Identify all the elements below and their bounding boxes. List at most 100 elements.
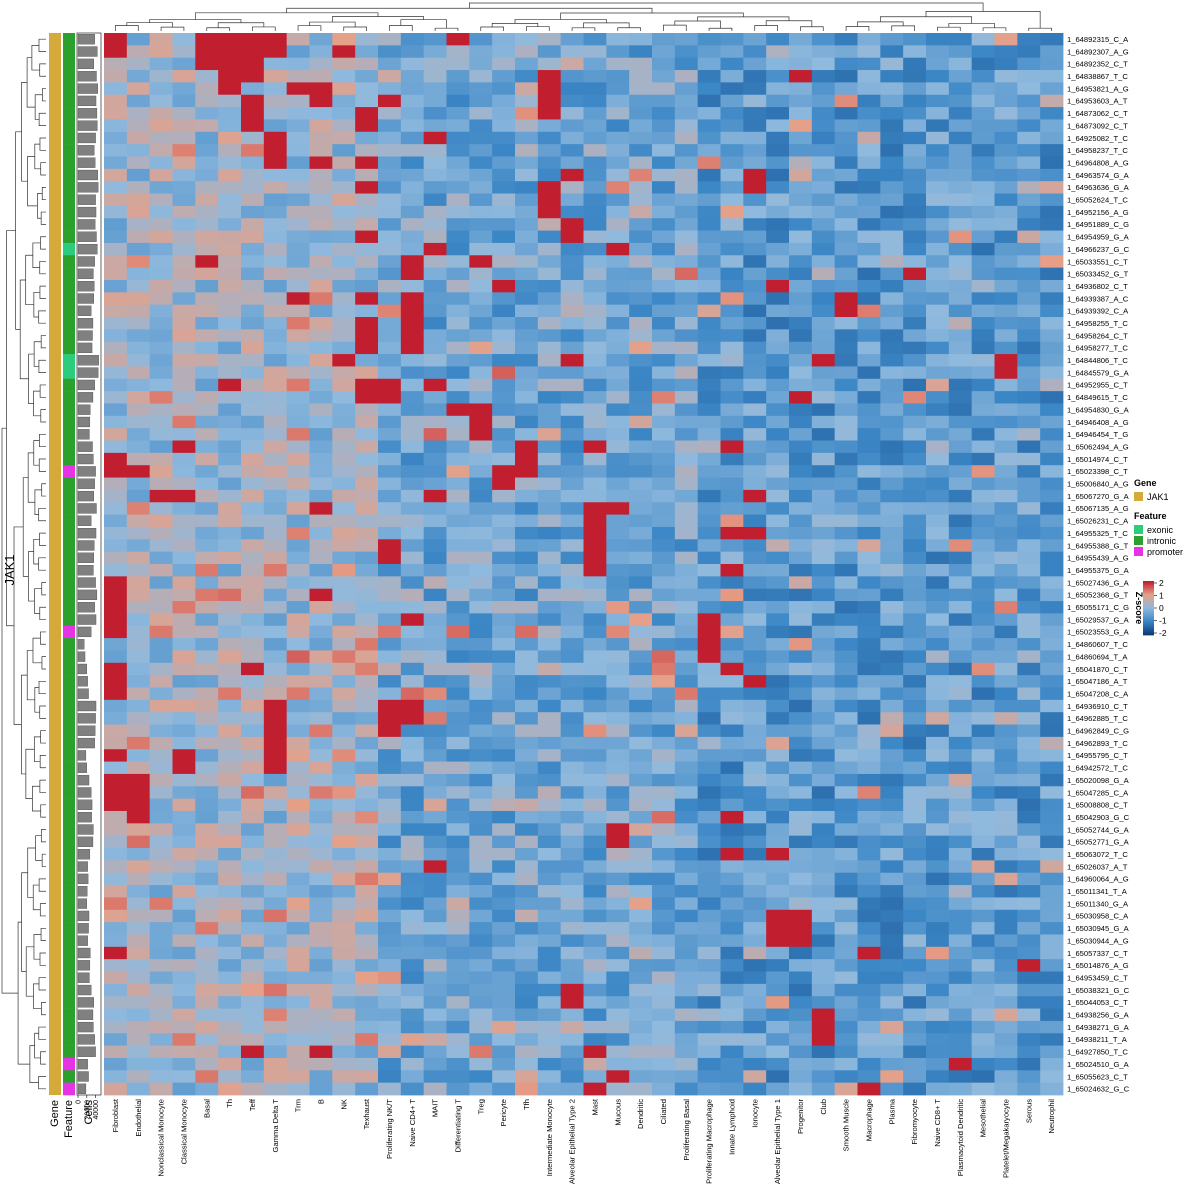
heatmap-cell [378,119,402,133]
dendrogram-branch [39,705,46,719]
heatmap-cell [515,465,539,478]
heatmap-cell [743,959,767,972]
heatmap-cell [309,193,333,207]
heatmap-cell [674,94,699,108]
cells-bar [77,46,98,57]
heatmap-cell [606,1070,630,1084]
heatmap-cell [606,638,630,651]
heatmap-cell [857,304,881,318]
heatmap-cell [674,70,699,83]
heatmap-cell [446,317,470,330]
heatmap-cell [218,366,242,380]
heatmap-cell [971,1020,995,1034]
heatmap-cell [720,810,744,824]
heatmap-cell [400,378,425,392]
heatmap-cell [1017,971,1041,985]
heatmap-cell [560,440,584,454]
heatmap-cell [766,601,790,614]
heatmap-cell [515,1082,539,1096]
heatmap-cell [1040,317,1064,330]
heatmap-cell [697,848,721,861]
heatmap-cell [560,959,584,972]
heatmap-cell [172,588,196,602]
heatmap-cell [332,82,356,96]
heatmap-cell [195,354,219,367]
cells-bar [77,812,92,823]
heatmap-cell [903,403,927,417]
dendrogram-branch [32,242,41,268]
heatmap-cell [286,304,310,318]
heatmap-cell [469,1057,493,1071]
heatmap-cell [926,613,950,627]
heatmap-cell [400,810,425,824]
heatmap-cell [674,107,699,120]
heatmap-cell [149,1057,173,1071]
heatmap-cell [560,675,584,688]
heatmap-cell [560,601,584,614]
heatmap-cell [994,131,1018,145]
heatmap-cell [400,181,425,194]
heatmap-cell [766,1082,790,1096]
heatmap-cell [674,489,699,503]
heatmap-cell [880,94,904,108]
heatmap-cell [834,156,858,170]
heatmap-cell [195,613,219,627]
heatmap-cell [903,45,927,59]
heatmap-cell [903,724,927,738]
heatmap-cell [652,403,676,417]
heatmap-cell [789,810,813,824]
heatmap-cell [195,94,219,108]
heatmap-cell [720,1033,744,1047]
heatmap-cell [674,588,699,602]
heatmap-cell [789,662,813,676]
annotation-labels: Gene Feature Cells [49,1100,95,1138]
heatmap-cell [652,514,676,528]
heatmap-cell [537,70,562,83]
heatmap-cell [332,662,356,676]
heatmap-cell [378,897,402,911]
row-label: 1_64844806_T_C [1067,356,1128,365]
heatmap-cell [126,279,151,293]
heatmap-cell [332,922,356,935]
cells-bar [77,1059,88,1070]
heatmap-cell [652,119,676,133]
heatmap-cell [811,119,836,133]
heatmap-cell [994,452,1018,466]
heatmap-cell [355,613,379,627]
heatmap-cell [423,119,447,133]
heatmap-cell [469,1020,493,1034]
legend-zscore-strip [1143,591,1154,594]
heatmap-cell [149,736,173,750]
heatmap-cell [446,675,470,688]
heatmap-cell [834,885,858,898]
heatmap-cell [355,255,379,269]
heatmap-cell [492,897,516,911]
heatmap-cell [400,465,425,478]
heatmap-cell [971,70,995,83]
heatmap-cell [652,662,676,676]
heatmap-cell [1017,415,1041,429]
row-label: 1_64958264_C_T [1067,331,1128,340]
heatmap-cell [400,909,425,923]
cells-bar [77,120,98,131]
heatmap-cell [263,144,288,157]
heatmap-cell [423,57,447,71]
heatmap-cell [880,1070,904,1084]
heatmap-cell [948,848,973,861]
heatmap-cell [286,946,310,960]
heatmap-cell [766,341,790,355]
heatmap-cell [241,909,265,923]
heatmap-cell [560,909,584,923]
heatmap-cell [515,588,539,602]
heatmap-cell [743,489,767,503]
heatmap-cell [537,712,562,725]
heatmap-cell [332,131,356,145]
dendrogram-branch [39,903,46,917]
heatmap-cell [857,193,881,207]
heatmap-cell [606,119,630,133]
heatmap-cell [423,625,447,639]
heatmap-cell [309,1057,333,1071]
heatmap-cell [789,440,813,454]
heatmap-cell [766,675,790,688]
feature-annotation-cell [63,897,75,911]
